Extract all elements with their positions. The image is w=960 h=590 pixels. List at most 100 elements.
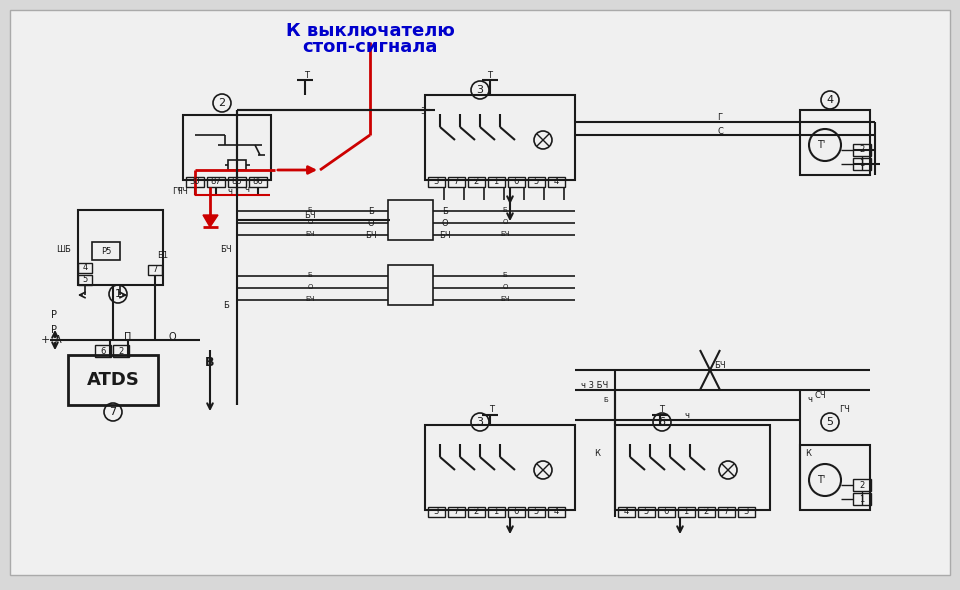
- Text: ч: ч: [228, 186, 232, 195]
- Text: Б: Б: [368, 206, 374, 215]
- Text: БЧ: БЧ: [365, 231, 377, 240]
- Bar: [528, 507, 545, 517]
- Text: П: П: [124, 332, 132, 342]
- Text: 3: 3: [476, 417, 484, 427]
- Text: 5: 5: [827, 417, 833, 427]
- Text: 1: 1: [859, 159, 865, 169]
- Bar: [95, 345, 111, 357]
- Bar: [78, 263, 92, 273]
- Text: ч: ч: [807, 395, 812, 405]
- Bar: [800, 445, 870, 510]
- Text: 5: 5: [534, 178, 539, 186]
- Text: +: +: [40, 335, 50, 345]
- Text: O: O: [502, 284, 508, 290]
- Text: 30: 30: [190, 178, 201, 186]
- Bar: [428, 507, 445, 517]
- Text: T': T': [817, 475, 826, 485]
- Text: К: К: [594, 448, 600, 457]
- Bar: [388, 200, 433, 240]
- Text: 5: 5: [83, 276, 87, 284]
- Text: С: С: [717, 126, 723, 136]
- Bar: [718, 507, 735, 517]
- Bar: [678, 507, 695, 517]
- Text: 7: 7: [453, 178, 459, 186]
- Bar: [428, 177, 445, 187]
- Text: БЧ: БЧ: [305, 296, 315, 302]
- Text: 6: 6: [100, 346, 106, 356]
- Text: 6: 6: [659, 417, 665, 427]
- Bar: [615, 425, 770, 510]
- Text: К: К: [805, 448, 811, 457]
- Bar: [548, 177, 565, 187]
- Text: ATDS: ATDS: [86, 371, 139, 389]
- Text: Б: Б: [442, 206, 448, 215]
- Text: Б: Б: [223, 300, 228, 310]
- Text: Б: Б: [503, 207, 508, 213]
- Text: Б: Б: [503, 272, 508, 278]
- Text: ШБ: ШБ: [57, 245, 71, 254]
- Text: 1: 1: [493, 178, 498, 186]
- Text: К выключателю: К выключателю: [285, 22, 454, 40]
- Bar: [528, 177, 545, 187]
- Text: T: T: [488, 71, 492, 80]
- Text: 3: 3: [476, 85, 484, 95]
- Text: 3: 3: [743, 507, 749, 516]
- Text: 4: 4: [827, 95, 833, 105]
- Text: 6: 6: [514, 178, 518, 186]
- Bar: [228, 160, 246, 170]
- Bar: [207, 177, 225, 187]
- Text: Г: Г: [717, 113, 723, 123]
- Bar: [148, 265, 162, 275]
- Text: БЧ: БЧ: [500, 296, 510, 302]
- Text: ч: ч: [245, 185, 250, 195]
- Text: Б1: Б1: [157, 251, 169, 261]
- Bar: [508, 507, 525, 517]
- Text: 5: 5: [643, 507, 649, 516]
- Bar: [448, 177, 465, 187]
- Text: O: O: [502, 219, 508, 225]
- Text: O: O: [307, 219, 313, 225]
- Bar: [78, 275, 92, 285]
- Text: Б: Б: [307, 207, 312, 213]
- Text: 1: 1: [114, 289, 122, 299]
- Text: 2: 2: [118, 346, 124, 356]
- Bar: [228, 177, 246, 187]
- Text: P: P: [51, 310, 57, 320]
- Text: 87: 87: [210, 178, 222, 186]
- Text: T': T': [817, 140, 826, 150]
- Bar: [186, 177, 204, 187]
- Text: 4: 4: [553, 178, 559, 186]
- Text: ГЧ: ГЧ: [840, 405, 851, 415]
- Text: 7: 7: [153, 266, 157, 274]
- Text: 2: 2: [859, 480, 865, 490]
- Bar: [388, 265, 433, 305]
- Text: 3: 3: [433, 507, 439, 516]
- Text: 4: 4: [623, 507, 629, 516]
- Bar: [468, 177, 485, 187]
- Bar: [78, 210, 163, 285]
- Text: СЧ: СЧ: [814, 391, 826, 399]
- Text: 1: 1: [859, 494, 865, 503]
- Text: 7: 7: [109, 407, 116, 417]
- Bar: [425, 425, 575, 510]
- Text: БЧ: БЧ: [500, 231, 510, 237]
- Polygon shape: [203, 215, 218, 227]
- Text: 1: 1: [684, 507, 688, 516]
- Bar: [853, 479, 871, 491]
- Bar: [853, 493, 871, 505]
- Text: O: O: [168, 332, 176, 342]
- Bar: [618, 507, 635, 517]
- Bar: [425, 95, 575, 180]
- Text: 3: 3: [420, 107, 425, 116]
- Text: Р5: Р5: [101, 247, 111, 255]
- Text: 86: 86: [252, 178, 263, 186]
- Text: T: T: [304, 71, 309, 80]
- Text: Б: Б: [307, 272, 312, 278]
- Bar: [448, 507, 465, 517]
- Text: O: O: [368, 218, 374, 228]
- Text: БЧ: БЧ: [304, 211, 316, 221]
- Bar: [638, 507, 655, 517]
- Bar: [853, 158, 871, 170]
- Text: ГЧ: ГЧ: [173, 188, 183, 196]
- Text: 4: 4: [83, 264, 87, 273]
